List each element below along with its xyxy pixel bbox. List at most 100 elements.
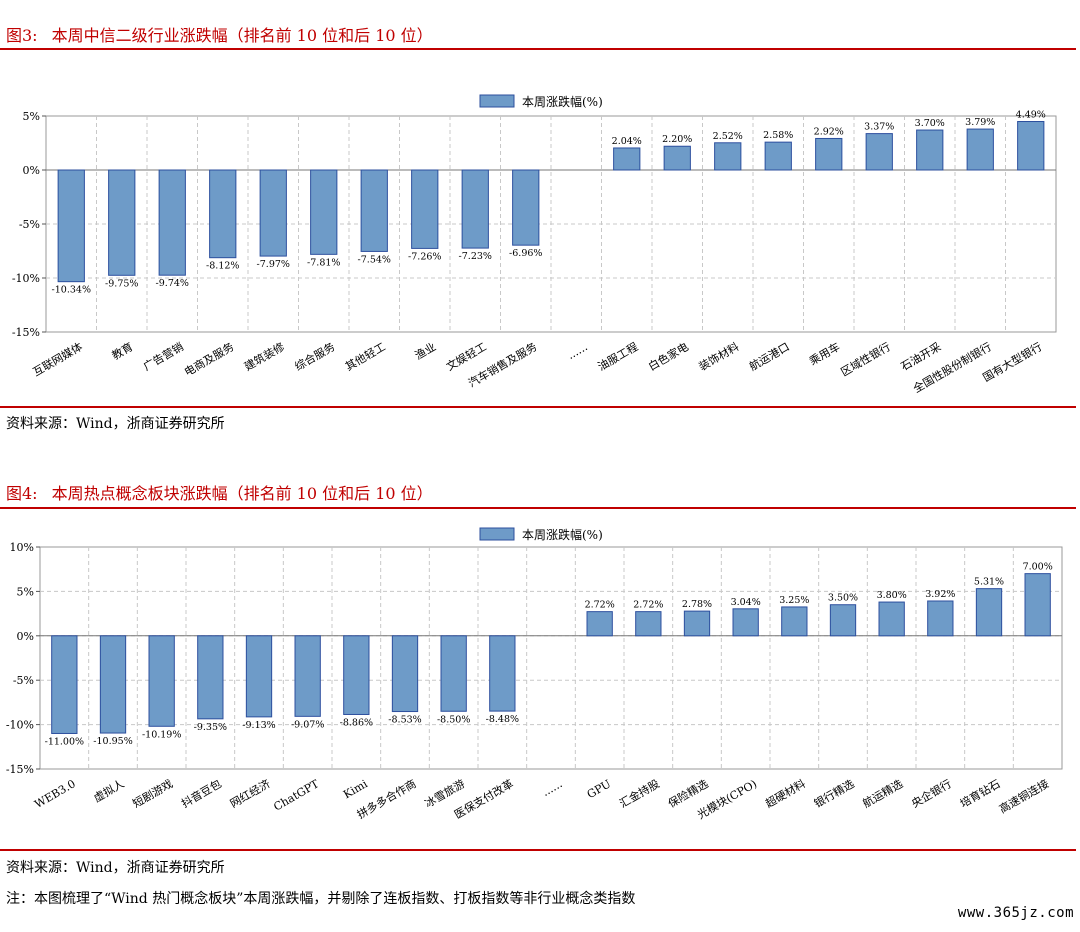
- figure2-title-text: 本周热点概念板块涨跌幅（排名前 10 位和后 10 位）: [51, 484, 433, 503]
- chart1-data-label: -9.75%: [105, 278, 138, 289]
- chart1-data-label: -9.74%: [156, 278, 189, 289]
- chart1-bar: [714, 142, 742, 171]
- chart2-ytick-label: -5%: [13, 674, 34, 687]
- figure1-source: 资料来源：Wind，浙商证券研究所: [6, 416, 225, 432]
- chart2-category-label: 抖音豆包: [179, 776, 224, 810]
- chart2-ytick-label: 5%: [17, 585, 34, 598]
- chart1-bar: [461, 169, 489, 249]
- chart1-bar: [310, 169, 338, 255]
- chart1-bar: [158, 169, 186, 276]
- chart2-ytick-label: 10%: [10, 541, 34, 554]
- chart2-legend-label: 本周涨跌幅(%): [522, 527, 603, 542]
- chart2-category-label: 银行精选: [811, 776, 856, 810]
- chart1-data-label: -8.12%: [206, 261, 239, 272]
- figure1-bottom-rule: [0, 406, 1076, 408]
- figure2-title: 图4: 本周热点概念板块涨跌幅（排名前 10 位和后 10 位）: [6, 480, 433, 504]
- chart2-ytick-label: -15%: [6, 763, 34, 776]
- chart2-bar: [732, 608, 759, 637]
- chart1-bar: [108, 169, 136, 276]
- chart2-bar: [343, 635, 370, 715]
- chart1-bar: [411, 169, 439, 249]
- chart1-data-label: 2.04%: [612, 136, 642, 147]
- chart1-bar: [259, 169, 287, 257]
- figure2-top-rule: [0, 507, 1076, 509]
- chart1-bar: [360, 169, 388, 252]
- chart1-legend-label: 本周涨跌幅(%): [522, 94, 603, 109]
- chart2-data-label: -9.13%: [242, 720, 275, 731]
- chart1-bar: [865, 133, 893, 171]
- chart2-category-label: WEB3.0: [32, 777, 77, 811]
- chart1-data-label: -10.34%: [52, 285, 91, 296]
- chart2-category-label: 超硬材料: [763, 776, 808, 810]
- figure1-top-rule: [0, 48, 1076, 50]
- chart2-category-label: ......: [540, 777, 565, 799]
- chart2-data-label: 3.50%: [828, 593, 858, 604]
- figure2-number: 图4:: [6, 484, 38, 503]
- chart2-bar: [51, 635, 78, 734]
- chart1-legend: 本周涨跌幅(%): [479, 94, 603, 109]
- chart1-category-label: 综合服务: [292, 339, 337, 373]
- chart1-ytick-label: 0%: [23, 164, 40, 177]
- figure1-title-text: 本周中信二级行业涨跌幅（排名前 10 位和后 10 位）: [51, 26, 433, 45]
- chart2-category-label: 虚拟人: [91, 776, 127, 805]
- chart2-data-label: -8.48%: [486, 714, 519, 725]
- chart2-bar: [829, 604, 857, 637]
- chart1-ytick-label: -10%: [12, 272, 40, 285]
- chart1-data-label: -7.23%: [459, 251, 492, 262]
- chart2-category-label: ChatGPT: [271, 777, 321, 814]
- chart1-category-label: 区域性银行: [838, 339, 893, 379]
- chart1-category-label: 广告营销: [141, 339, 186, 373]
- chart2-bar: [197, 635, 224, 720]
- chart2-bar: [440, 635, 467, 712]
- chart1-ytick-label: 5%: [23, 110, 40, 123]
- chart1-category-label: 文娱轻工: [444, 339, 489, 373]
- chart1-bar: [613, 147, 641, 171]
- chart1-bar: [1017, 121, 1045, 171]
- chart1-data-label: -6.96%: [509, 248, 542, 259]
- chart1-category-label: 互联网媒体: [30, 339, 85, 379]
- chart2-legend-swatch: [479, 527, 515, 541]
- figure2-source: 资料来源：Wind，浙商证券研究所: [6, 860, 225, 876]
- chart2-bar: [489, 635, 516, 712]
- chart1-data-label: 3.79%: [965, 117, 995, 128]
- chart2-bar: [1024, 573, 1051, 637]
- chart1-bar: [663, 145, 691, 171]
- chart1-bar: [916, 129, 944, 171]
- chart1-data-label: 3.70%: [915, 118, 945, 129]
- chart1-data-label: 2.20%: [662, 134, 692, 145]
- chart2-data-label: 2.72%: [633, 600, 663, 611]
- chart1-category-label: 其他轻工: [343, 339, 388, 373]
- chart2-category-label: GPU: [585, 777, 613, 801]
- chart1-data-label: 2.92%: [814, 126, 844, 137]
- chart1-data-label: -7.26%: [408, 251, 441, 262]
- chart2-category-label: Kimi: [341, 777, 370, 801]
- chart2-bar: [927, 600, 954, 637]
- chart1-bar: [209, 169, 237, 259]
- chart2-plot-frame: [39, 546, 1063, 770]
- chart2-data-label: 3.04%: [731, 597, 761, 608]
- chart2-data-label: -8.50%: [437, 714, 470, 725]
- chart2-category-label: 航运精选: [860, 776, 905, 810]
- chart-industry-performance: 5% 0% -5% -10% -15% 本周涨跌幅(%) -10.34% 互联网媒体 -9.75…: [12, 94, 1057, 396]
- chart1-category-label: 装饰材料: [696, 339, 741, 373]
- chart1-category-label: 航运港口: [747, 339, 792, 373]
- chart2-category-label: 央企银行: [909, 776, 954, 810]
- chart1-category-label: 乘用车: [807, 339, 843, 368]
- chart1-bar: [966, 128, 994, 171]
- chart1-category-label: 渔业: [413, 340, 439, 362]
- chart1-ytick-label: -15%: [12, 326, 40, 339]
- chart2-bar: [391, 635, 419, 713]
- chart1-category-label: ......: [565, 340, 590, 362]
- chart1-category-label: 石油开采: [898, 339, 943, 373]
- chart1-bar: [57, 169, 85, 283]
- chart1-category-label: 油服工程: [595, 339, 640, 373]
- chart1-category-label: 电商及服务: [182, 339, 237, 379]
- chart2-bar: [586, 611, 613, 637]
- chart2-category-label: 网红经济: [227, 776, 272, 810]
- chart2-data-label: -9.07%: [291, 719, 324, 730]
- chart1-bar: [764, 141, 792, 171]
- figure1-number: 图3:: [6, 26, 38, 45]
- chart1-legend-swatch: [479, 94, 515, 108]
- chart2-bar: [148, 635, 175, 727]
- chart1-bar: [512, 169, 540, 246]
